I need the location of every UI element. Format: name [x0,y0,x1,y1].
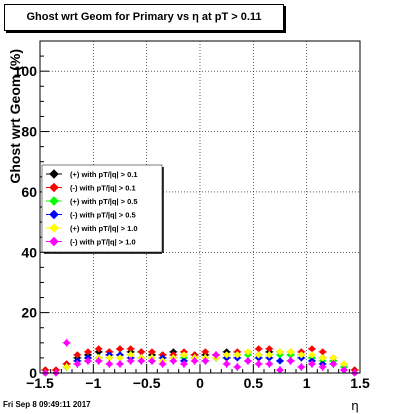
x-tick-label: 1.5 [350,375,370,391]
legend-entry-label: (-) with pT/|q| > 0.1 [70,184,136,193]
grid-lines [40,41,360,373]
data-point [222,351,231,359]
data-point [265,351,274,359]
legend-marker [49,209,59,220]
data-point [169,357,178,365]
y-axis-label: Ghost wrt Geom (%) [7,49,23,184]
data-point [265,360,274,368]
data-point [222,360,231,368]
axis-ticks [39,40,361,374]
legend-box [41,164,163,253]
data-point [158,360,167,368]
x-tick-label: 0 [196,375,204,391]
y-tick-label: 0 [29,365,37,381]
data-point [201,357,210,365]
y-tick-labels: 0 20 40 60 80 100 [14,63,38,381]
y-tick-label: 20 [21,305,37,321]
legend-entry-label: (+) with pT/|q| > 0.5 [70,197,138,206]
data-point [84,357,92,365]
data-point [94,357,103,365]
data-point [244,348,252,356]
legend: (+) with pT/|q| > 0.1 (-) with pT/|q| > 0… [41,164,164,254]
legend-entry-label: (+) with pT/|q| > 0.1 [70,170,138,179]
legend-marker [49,236,59,247]
data-point [233,363,242,371]
data-point [297,363,306,371]
x-axis-label: η [351,398,358,413]
x-tick-label: −0.5 [133,375,161,391]
data-point [286,348,295,356]
data-point [94,345,103,353]
legend-marker [49,196,59,206]
data-point [126,357,135,365]
legend-entry-label: (+) with pT/|q| > 1.0 [70,224,138,233]
data-point [105,360,114,368]
data-point [308,360,316,368]
data-point [180,360,188,368]
data-point [190,357,199,365]
x-tick-labels: −1.5 −1 −0.5 0 0.5 1 1.5 [26,375,370,391]
x-tick-label: −1.5 [26,375,54,391]
x-tick-label: 0.5 [244,375,264,391]
data-point [286,357,295,365]
data-point [62,363,71,371]
y-tick-label: 60 [21,184,37,200]
data-point [318,354,327,362]
data-point [254,351,263,359]
data-point [276,348,284,356]
data-point [233,351,242,359]
y-tick-label: 80 [21,124,37,140]
data-point [297,351,306,359]
data-points [41,338,359,377]
data-point [212,351,220,359]
data-point [318,363,327,371]
data-point [308,351,316,359]
legend-entry-label: (-) with pT/|q| > 0.5 [70,211,136,220]
chart-title: Ghost wrt Geom for Primary vs η at pT > … [4,4,284,31]
data-point [180,351,188,359]
data-point [276,366,284,374]
legend-marker [49,182,59,193]
data-point [137,357,146,365]
data-point [254,360,263,368]
timestamp: Fri Sep 8 09:49:11 2017 [3,400,91,409]
y-tick-label: 40 [21,244,37,260]
legend-marker [49,223,59,233]
y-tick-label: 100 [14,63,38,79]
data-point [62,339,71,347]
data-point [116,360,124,368]
legend-marker [49,169,59,179]
data-point [148,357,156,365]
data-point [276,357,284,365]
legend-entry-label: (-) with pT/|q| > 1.0 [70,238,136,247]
data-point [329,360,338,368]
data-point [244,357,252,365]
x-tick-label: −1 [85,375,101,391]
x-tick-label: 1 [303,375,311,391]
data-point [73,360,82,368]
